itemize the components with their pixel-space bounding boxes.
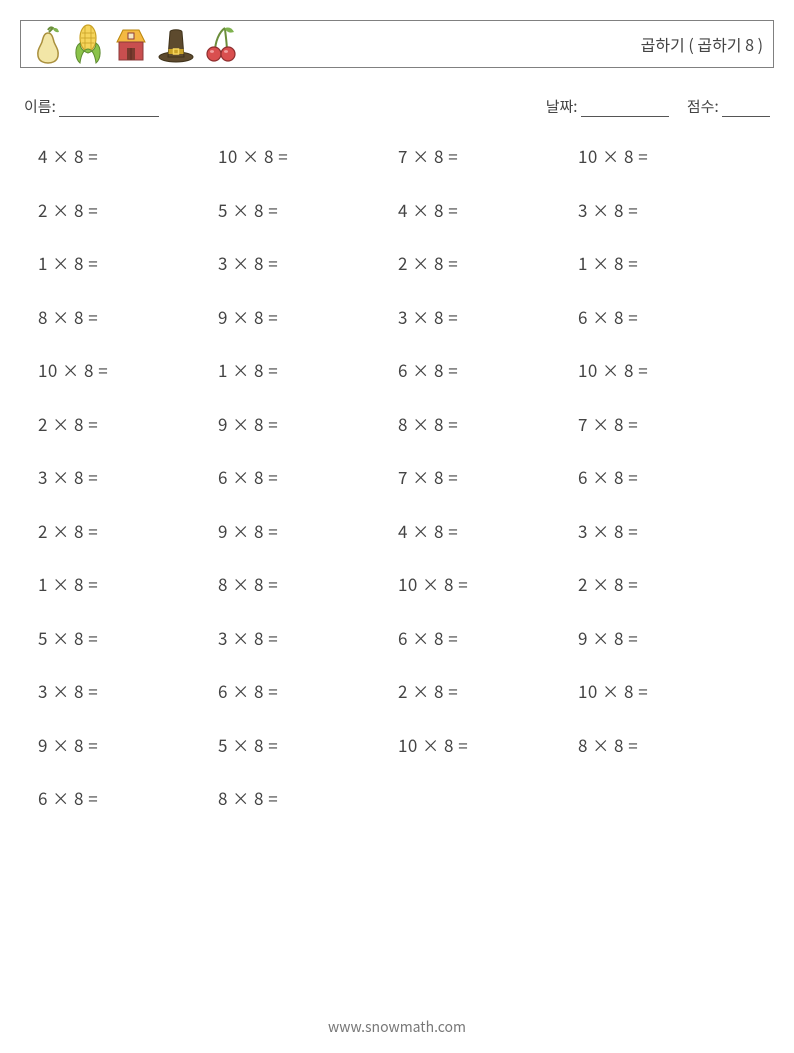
problem-cell: 4 × 8 = — [398, 518, 578, 543]
problem-cell: 3 × 8 = — [578, 197, 758, 222]
header-box: 곱하기 ( 곱하기 8 ) — [20, 20, 774, 68]
problem-cell: 9 × 8 = — [218, 518, 398, 543]
problem-row: 3 × 8 =6 × 8 =2 × 8 =10 × 8 = — [38, 678, 774, 703]
problem-cell: 2 × 8 = — [398, 250, 578, 275]
corn-icon — [71, 23, 105, 65]
problem-cell: 5 × 8 = — [218, 197, 398, 222]
problem-cell: 3 × 8 = — [38, 464, 218, 489]
footer-url: www.snowmath.com — [0, 1017, 794, 1037]
problem-cell: 7 × 8 = — [398, 143, 578, 168]
problem-cell: 6 × 8 = — [38, 785, 218, 810]
pear-icon — [31, 24, 65, 64]
problem-cell: 9 × 8 = — [578, 625, 758, 650]
problem-cell: 2 × 8 = — [398, 678, 578, 703]
problem-cell: 8 × 8 = — [398, 411, 578, 436]
problem-row: 6 × 8 =8 × 8 = — [38, 785, 774, 810]
problem-cell: 3 × 8 = — [578, 518, 758, 543]
problem-cell: 1 × 8 = — [38, 571, 218, 596]
problem-cell: 3 × 8 = — [398, 304, 578, 329]
name-label: 이름: — [24, 96, 56, 117]
date-blank[interactable] — [581, 102, 669, 117]
problem-cell: 7 × 8 = — [398, 464, 578, 489]
problem-cell: 1 × 8 = — [578, 250, 758, 275]
pilgrim-hat-icon — [157, 24, 195, 64]
problem-row: 1 × 8 =3 × 8 =2 × 8 =1 × 8 = — [38, 250, 774, 275]
problem-cell: 6 × 8 = — [578, 464, 758, 489]
problem-cell: 10 × 8 = — [578, 678, 758, 703]
problem-cell: 2 × 8 = — [38, 197, 218, 222]
problem-cell: 3 × 8 = — [218, 250, 398, 275]
problem-cell — [578, 785, 758, 810]
problem-cell: 10 × 8 = — [38, 357, 218, 382]
problems-grid: 4 × 8 =10 × 8 =7 × 8 =10 × 8 =2 × 8 =5 ×… — [20, 143, 774, 810]
meta-row: 이름: 날짜: 점수: — [20, 96, 774, 117]
problem-cell: 2 × 8 = — [38, 411, 218, 436]
cherries-icon — [201, 24, 239, 64]
date-label: 날짜: — [546, 96, 578, 117]
problem-cell: 8 × 8 = — [38, 304, 218, 329]
problem-cell: 6 × 8 = — [218, 464, 398, 489]
barn-icon — [111, 24, 151, 64]
problem-cell: 10 × 8 = — [398, 571, 578, 596]
problem-cell: 2 × 8 = — [38, 518, 218, 543]
problem-cell: 10 × 8 = — [578, 143, 758, 168]
problem-cell: 6 × 8 = — [398, 625, 578, 650]
problem-row: 2 × 8 =9 × 8 =8 × 8 =7 × 8 = — [38, 411, 774, 436]
problem-cell: 1 × 8 = — [38, 250, 218, 275]
icon-strip — [31, 23, 239, 65]
problem-cell: 5 × 8 = — [38, 625, 218, 650]
problem-cell: 1 × 8 = — [218, 357, 398, 382]
worksheet-title: 곱하기 ( 곱하기 8 ) — [641, 32, 763, 56]
problem-cell: 10 × 8 = — [578, 357, 758, 382]
problem-cell: 8 × 8 = — [578, 732, 758, 757]
problem-row: 5 × 8 =3 × 8 =6 × 8 =9 × 8 = — [38, 625, 774, 650]
problem-row: 2 × 8 =9 × 8 =4 × 8 =3 × 8 = — [38, 518, 774, 543]
problem-cell: 2 × 8 = — [578, 571, 758, 596]
problem-row: 9 × 8 =5 × 8 =10 × 8 =8 × 8 = — [38, 732, 774, 757]
name-field: 이름: — [24, 96, 159, 117]
score-field: 점수: — [687, 96, 770, 117]
problem-row: 4 × 8 =10 × 8 =7 × 8 =10 × 8 = — [38, 143, 774, 168]
problem-cell: 3 × 8 = — [218, 625, 398, 650]
problem-row: 2 × 8 =5 × 8 =4 × 8 =3 × 8 = — [38, 197, 774, 222]
problem-row: 8 × 8 =9 × 8 =3 × 8 =6 × 8 = — [38, 304, 774, 329]
problem-cell: 8 × 8 = — [218, 571, 398, 596]
problem-cell: 9 × 8 = — [38, 732, 218, 757]
problem-cell: 8 × 8 = — [218, 785, 398, 810]
problem-cell: 4 × 8 = — [398, 197, 578, 222]
problem-cell: 3 × 8 = — [38, 678, 218, 703]
problem-cell: 4 × 8 = — [38, 143, 218, 168]
score-label: 점수: — [687, 96, 719, 117]
problem-cell: 9 × 8 = — [218, 304, 398, 329]
date-field: 날짜: — [546, 96, 669, 117]
problem-row: 1 × 8 =8 × 8 =10 × 8 =2 × 8 = — [38, 571, 774, 596]
problem-cell: 7 × 8 = — [578, 411, 758, 436]
problem-cell: 9 × 8 = — [218, 411, 398, 436]
problem-cell: 10 × 8 = — [398, 732, 578, 757]
problem-row: 3 × 8 =6 × 8 =7 × 8 =6 × 8 = — [38, 464, 774, 489]
score-blank[interactable] — [722, 102, 770, 117]
name-blank[interactable] — [59, 102, 159, 117]
problem-cell — [398, 785, 578, 810]
problem-cell: 6 × 8 = — [218, 678, 398, 703]
problem-cell: 6 × 8 = — [398, 357, 578, 382]
problem-cell: 6 × 8 = — [578, 304, 758, 329]
problem-row: 10 × 8 =1 × 8 =6 × 8 =10 × 8 = — [38, 357, 774, 382]
problem-cell: 10 × 8 = — [218, 143, 398, 168]
problem-cell: 5 × 8 = — [218, 732, 398, 757]
